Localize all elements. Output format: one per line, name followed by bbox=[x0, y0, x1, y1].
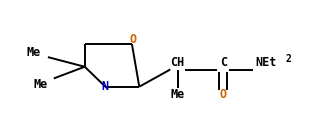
Text: Me: Me bbox=[33, 78, 48, 91]
Text: C: C bbox=[220, 56, 227, 69]
Text: O: O bbox=[130, 33, 137, 46]
Text: Me: Me bbox=[170, 88, 185, 101]
Text: N: N bbox=[102, 80, 109, 93]
Text: CH: CH bbox=[170, 56, 185, 69]
Text: O: O bbox=[220, 88, 227, 101]
Text: 2: 2 bbox=[285, 54, 291, 64]
Text: NEt: NEt bbox=[256, 56, 277, 69]
Text: Me: Me bbox=[26, 46, 40, 59]
